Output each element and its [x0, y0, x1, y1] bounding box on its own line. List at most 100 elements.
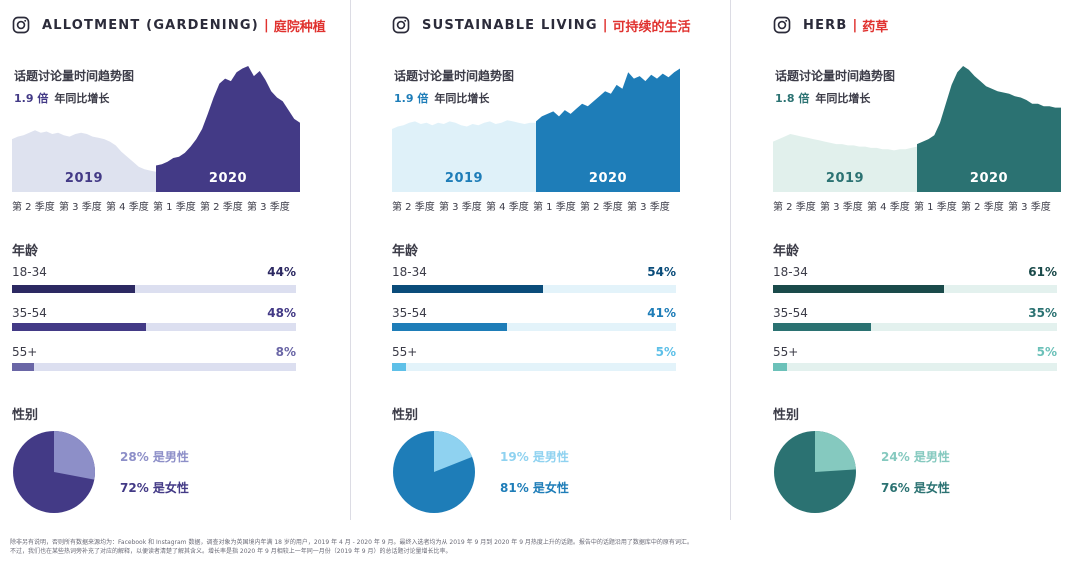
title-separator: | — [602, 17, 608, 33]
growth-label: 年同比增长 — [54, 92, 110, 105]
footnote: 除非另有说明，否则所有数据来源均为：Facebook 和 Instagram 数… — [10, 538, 1070, 556]
topic-title-en: HERB — [803, 17, 848, 33]
age-group-label: 55+ — [392, 345, 418, 359]
pie-slice-male — [815, 431, 856, 472]
trend-area-chart: 2019 2020 — [12, 66, 300, 192]
growth-value: 1.8 倍 — [775, 92, 810, 105]
trend-area-chart: 2019 2020 — [773, 66, 1061, 192]
footnote-line-2: 不过，我们也在某些热词旁补充了对应的解释，以便读者清楚了解其含义。增长率是指 2… — [10, 548, 452, 555]
age-group-label: 18-34 — [12, 265, 47, 279]
area-series-2020 — [536, 68, 680, 192]
x-tick-label: 第 4 季度 — [486, 202, 529, 213]
x-tick-label: 第 3 季度 — [247, 202, 290, 213]
age-group-percent: 5% — [1036, 345, 1057, 359]
x-tick-label: 第 3 季度 — [1008, 202, 1051, 213]
topic-title-cn: 药草 — [862, 19, 889, 35]
instagram-icon — [773, 16, 791, 34]
growth-label: 年同比增长 — [434, 92, 490, 105]
growth-label: 年同比增长 — [815, 92, 871, 105]
year-label-2020: 2020 — [209, 171, 247, 186]
age-bar-fill — [392, 285, 544, 293]
age-bar-fill — [12, 323, 147, 331]
x-tick-label: 第 2 季度 — [392, 202, 435, 213]
gender-male-label: 24% 是男性 — [881, 450, 950, 464]
age-group-percent: 48% — [267, 306, 296, 320]
age-group-label: 18-34 — [392, 265, 427, 279]
gender-heading: 性别 — [392, 408, 419, 423]
gender-pie-chart — [393, 431, 475, 513]
panel-header: SUSTAINABLE LIVING | 可持续的生活 — [392, 14, 691, 36]
area-series-2020 — [156, 66, 300, 192]
x-tick-label: 第 3 季度 — [439, 202, 482, 213]
age-bar-track — [392, 323, 676, 331]
x-tick-label: 第 3 季度 — [59, 202, 102, 213]
gender-heading: 性别 — [773, 408, 800, 423]
panel-divider — [350, 0, 351, 520]
age-bar-track — [12, 323, 296, 331]
age-bar-track — [773, 363, 1057, 371]
x-tick-label: 第 4 季度 — [106, 202, 149, 213]
age-bar-fill — [12, 285, 136, 293]
title-separator: | — [852, 17, 858, 33]
age-group-percent: 35% — [1028, 306, 1057, 320]
area-series-2020 — [917, 66, 1061, 192]
footnote-line-1: 除非另有说明，否则所有数据来源均为：Facebook 和 Instagram 数… — [10, 539, 693, 546]
x-tick-label: 第 2 季度 — [580, 202, 623, 213]
topic-title-cn: 可持续的生活 — [612, 19, 691, 35]
year-label-2020: 2020 — [589, 171, 627, 186]
year-label-2019: 2019 — [65, 171, 103, 186]
yoy-growth: 1.9 倍年同比增长 — [394, 90, 489, 106]
chart-subtitle: 话题讨论量时间趋势图 — [775, 69, 896, 83]
age-heading: 年龄 — [392, 244, 419, 259]
instagram-icon — [392, 16, 410, 34]
panel-divider — [730, 0, 731, 520]
age-group-label: 55+ — [773, 345, 799, 359]
pie-slice-male — [54, 431, 95, 480]
age-group-percent: 41% — [647, 306, 676, 320]
age-group-label: 18-34 — [773, 265, 808, 279]
age-group-label: 35-54 — [12, 306, 47, 320]
area-series-2019 — [773, 134, 917, 192]
age-bar-fill — [773, 323, 871, 331]
panel-allotment: ALLOTMENT (GARDENING) | 庭院种植 2019 2020 话题讨论量时… — [0, 0, 360, 520]
age-bar-track — [773, 285, 1057, 293]
x-tick-label: 第 3 季度 — [627, 202, 670, 213]
gender-female-label: 72% 是女性 — [120, 481, 189, 495]
age-group-label: 35-54 — [773, 306, 808, 320]
x-tick-label: 第 3 季度 — [820, 202, 863, 213]
area-series-2019 — [392, 120, 536, 192]
age-bar-track — [392, 363, 676, 371]
age-group-percent: 8% — [275, 345, 296, 359]
panel-header: HERB | 药草 — [773, 14, 888, 36]
topic-title-en: SUSTAINABLE LIVING — [422, 17, 598, 33]
title-separator: | — [263, 17, 269, 33]
chart-subtitle: 话题讨论量时间趋势图 — [394, 69, 515, 83]
x-tick-label: 第 1 季度 — [533, 202, 576, 213]
panel-herb: HERB | 药草 2019 2020 话题讨论量时间趋势图 1.8 倍年同比增长第 2 季… — [761, 0, 1080, 520]
age-heading: 年龄 — [12, 244, 39, 259]
chart-subtitle: 话题讨论量时间趋势图 — [14, 69, 135, 83]
age-group-percent: 44% — [267, 265, 296, 279]
age-bar-fill — [773, 285, 944, 293]
gender-pie-chart — [13, 431, 95, 513]
year-label-2019: 2019 — [826, 171, 864, 186]
age-group-label: 55+ — [12, 345, 38, 359]
panel-header: ALLOTMENT (GARDENING) | 庭院种植 — [12, 14, 326, 36]
age-group-percent: 5% — [655, 345, 676, 359]
gender-female-label: 76% 是女性 — [881, 481, 950, 495]
instagram-icon — [12, 16, 30, 34]
yoy-growth: 1.8 倍年同比增长 — [775, 90, 870, 106]
x-tick-label: 第 2 季度 — [200, 202, 243, 213]
topic-title-cn: 庭院种植 — [273, 19, 326, 35]
x-tick-label: 第 2 季度 — [12, 202, 55, 213]
age-bar-fill — [773, 363, 787, 371]
yoy-growth: 1.9 倍年同比增长 — [14, 90, 109, 106]
trend-area-chart: 2019 2020 — [392, 68, 680, 192]
x-tick-label: 第 1 季度 — [914, 202, 957, 213]
age-bar-track — [773, 323, 1057, 331]
pie-slice-male — [434, 431, 473, 472]
x-tick-label: 第 1 季度 — [153, 202, 196, 213]
age-bar-fill — [12, 363, 35, 371]
gender-female-label: 81% 是女性 — [500, 481, 569, 495]
age-bar-track — [12, 285, 296, 293]
